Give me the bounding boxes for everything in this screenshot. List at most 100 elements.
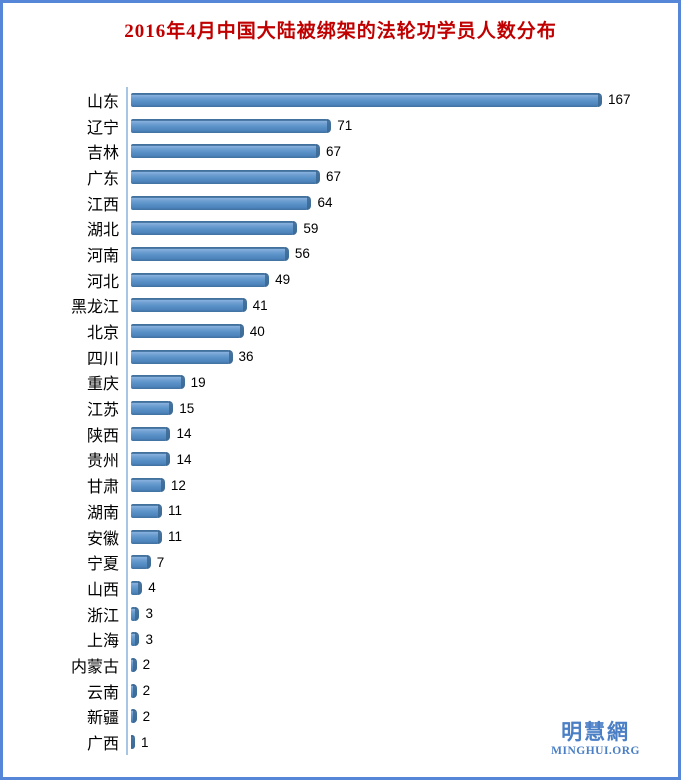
value-label: 59 <box>303 220 319 236</box>
bar <box>131 478 165 493</box>
plot-area: 56 <box>126 241 675 267</box>
chart-row: 黑龙江 41 <box>7 292 675 319</box>
plot-area: 40 <box>126 318 675 344</box>
value-label: 11 <box>168 503 183 519</box>
category-label: 黑龙江 <box>70 299 119 317</box>
bar <box>131 401 174 416</box>
plot-area: 7 <box>126 549 675 576</box>
category-label: 湖北 <box>86 222 119 240</box>
chart-row: 四川 36 <box>7 343 675 370</box>
plot-area: 4 <box>126 575 675 601</box>
value-label: 67 <box>325 169 341 185</box>
bar <box>131 452 171 467</box>
category-label: 陕西 <box>86 427 119 445</box>
value-label: 12 <box>170 477 186 493</box>
chart-title: 2016年4月中国大陆被绑架的法轮功学员人数分布 <box>124 21 557 42</box>
bar <box>131 657 137 672</box>
chart-row: 甘肃 12 <box>7 472 675 498</box>
bar <box>131 632 140 647</box>
category-label: 江西 <box>86 196 119 214</box>
minghui-logo-chinese: 明慧網 <box>561 719 631 744</box>
value-label: 41 <box>252 297 268 313</box>
category-label: 贵州 <box>86 453 119 471</box>
plot-area: 11 <box>126 498 675 524</box>
bar <box>131 169 320 184</box>
category-label: 新疆 <box>86 710 119 728</box>
plot-area: 2 <box>126 677 675 704</box>
chart-row: 广西 1 <box>7 729 675 755</box>
value-label: 2 <box>142 683 151 699</box>
category-label: 上海 <box>86 633 119 651</box>
plot-area: 3 <box>126 626 675 653</box>
chart-row: 山东 167 <box>7 87 675 113</box>
bar <box>131 272 270 287</box>
chart-row: 吉林 67 <box>7 138 675 165</box>
category-label: 湖南 <box>86 504 119 522</box>
value-label: 64 <box>317 195 333 211</box>
plot-area: 67 <box>126 138 675 165</box>
bar <box>131 349 233 364</box>
chart-row: 广东 67 <box>7 164 675 190</box>
chart-row: 江苏 15 <box>7 395 675 421</box>
bar <box>131 118 332 133</box>
category-label: 四川 <box>86 350 119 368</box>
category-label: 河北 <box>86 273 119 291</box>
bar <box>131 426 171 441</box>
value-label: 2 <box>142 708 151 724</box>
plot-area: 41 <box>126 292 675 319</box>
value-label: 3 <box>145 631 153 647</box>
plot-area: 71 <box>126 112 675 139</box>
value-label: 11 <box>168 529 183 545</box>
chart-row: 山西 4 <box>7 575 675 601</box>
value-label: 167 <box>607 92 631 108</box>
category-label: 河南 <box>86 247 119 265</box>
category-label: 山西 <box>86 581 119 599</box>
category-label: 重庆 <box>86 376 119 394</box>
value-label: 36 <box>238 349 254 365</box>
bar <box>131 375 185 390</box>
chart-row: 江西 64 <box>7 189 675 216</box>
category-label: 吉林 <box>86 145 119 163</box>
category-label: 辽宁 <box>86 119 119 137</box>
chart-row: 河北 49 <box>7 266 675 293</box>
bar <box>131 606 140 621</box>
chart-row: 内蒙古 2 <box>7 652 675 678</box>
value-label: 3 <box>145 606 153 622</box>
plot-area: 167 <box>126 87 675 113</box>
category-label: 内蒙古 <box>70 658 119 676</box>
value-label: 4 <box>148 580 156 596</box>
category-label: 浙江 <box>86 607 119 625</box>
chart-row: 河南 56 <box>7 241 675 267</box>
bar-chart: 山东 167 辽宁 71 吉林 67 广东 67 江西 64 湖北 59 河南 56 河北 49 黑龙江 41 北京… <box>7 87 675 755</box>
category-label: 广西 <box>86 736 119 754</box>
plot-area: 67 <box>126 164 675 190</box>
bar <box>131 92 602 107</box>
plot-area: 11 <box>126 523 675 550</box>
bar <box>131 144 320 159</box>
chart-row: 辽宁 71 <box>7 112 675 139</box>
value-label: 14 <box>176 451 192 467</box>
bar <box>131 298 247 313</box>
category-label: 宁夏 <box>86 556 119 574</box>
category-label: 江苏 <box>86 402 119 420</box>
plot-area: 2 <box>126 703 675 730</box>
bar <box>131 246 289 261</box>
bar <box>131 735 135 750</box>
chart-row: 浙江 3 <box>7 600 675 627</box>
value-label: 14 <box>176 426 192 442</box>
chart-row: 安徽 11 <box>7 523 675 550</box>
plot-area: 15 <box>126 395 675 421</box>
bar <box>131 683 137 698</box>
chart-row: 重庆 19 <box>7 369 675 396</box>
bar <box>131 195 312 210</box>
bar <box>131 324 244 339</box>
plot-area: 2 <box>126 652 675 678</box>
category-label: 安徽 <box>86 530 119 548</box>
bar <box>131 580 143 595</box>
chart-row: 陕西 14 <box>7 420 675 447</box>
minghui-logo-latin: MINGHUI.ORG <box>551 744 640 757</box>
value-label: 1 <box>141 734 149 750</box>
chart-row: 云南 2 <box>7 677 675 704</box>
chart-row: 上海 3 <box>7 626 675 653</box>
